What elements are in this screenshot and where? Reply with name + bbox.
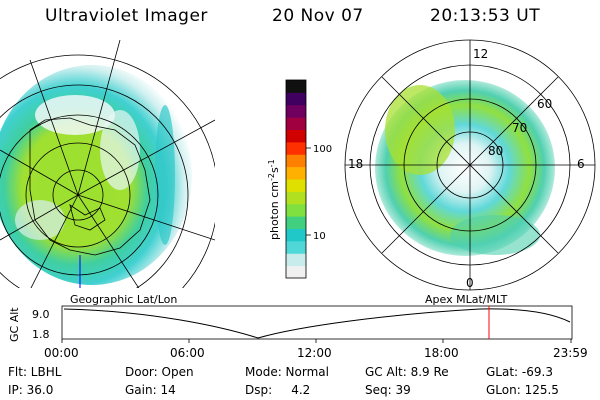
altitude-ytick-bottom: 1.8 xyxy=(32,328,50,341)
glon-info: GLon: 125.5 xyxy=(486,383,559,397)
altitude-ytick-top: 9.0 xyxy=(32,308,50,321)
colorbar-band xyxy=(286,117,306,131)
xtick-1200: 12:00 xyxy=(297,346,332,360)
mlt-12: 12 xyxy=(473,47,488,61)
door-info: Door: Open xyxy=(125,365,194,379)
glat-info: GLat: -69.3 xyxy=(486,365,553,379)
colorbar-frame xyxy=(285,79,307,279)
time-label: 20:13:53 UT xyxy=(430,6,541,26)
colorbar-band xyxy=(286,265,306,279)
xtick-1800: 18:00 xyxy=(424,346,459,360)
mlt-18: 18 xyxy=(348,157,363,171)
colorbar-band xyxy=(286,191,306,205)
dsp-info: Dsp: 4.2 xyxy=(245,383,311,397)
left-panel-label: Geographic Lat/Lon xyxy=(70,293,177,306)
xtick-2359: 23:59 xyxy=(553,346,588,360)
altitude-plot-frame xyxy=(61,305,573,340)
xtick-0600: 06:00 xyxy=(170,346,205,360)
colorbar-band xyxy=(286,216,306,230)
colorbar-band xyxy=(286,228,306,242)
ip-info: IP: 36.0 xyxy=(8,383,54,397)
xtick-0000: 00:00 xyxy=(44,346,79,360)
gcalt-info: GC Alt: 8.9 Re xyxy=(365,365,449,379)
mlt-0: 0 xyxy=(466,276,474,290)
mode-info: Mode: Normal xyxy=(245,365,329,379)
colorbar-tick-100: 100 xyxy=(313,144,332,155)
colorbar-label: photon cm-2s-1 xyxy=(267,159,281,240)
colorbar-band xyxy=(286,203,306,217)
polar-grid xyxy=(344,39,596,291)
seq-info: Seq: 39 xyxy=(365,383,411,397)
colorbar-tick-10: 10 xyxy=(313,231,326,242)
colorbar-band xyxy=(286,166,306,180)
colorbar-band xyxy=(286,80,306,93)
colorbar-band xyxy=(286,179,306,192)
colorbar-band xyxy=(286,154,306,168)
right-panel-label: Apex MLat/MLT xyxy=(425,293,508,306)
flt-info: Flt: LBHL xyxy=(8,365,62,379)
colorbar-band xyxy=(286,104,306,118)
instrument-title: Ultraviolet Imager xyxy=(45,6,208,26)
colorbar-band xyxy=(286,240,306,254)
colorbar-band xyxy=(286,253,306,267)
gain-info: Gain: 14 xyxy=(125,383,176,397)
mlt-6: 6 xyxy=(577,157,585,171)
colorbar-band xyxy=(286,129,306,143)
mlat-60: 60 xyxy=(537,97,552,111)
mlat-70: 70 xyxy=(512,121,527,135)
colorbar-band xyxy=(286,92,306,106)
colorbar xyxy=(286,80,306,279)
date-label: 20 Nov 07 xyxy=(272,6,364,26)
geographic-image xyxy=(0,40,215,288)
colorbar-band xyxy=(286,141,306,155)
altitude-ylabel: GC Alt xyxy=(8,307,21,342)
mlat-80: 80 xyxy=(488,144,503,158)
altitude-curve xyxy=(63,308,571,339)
